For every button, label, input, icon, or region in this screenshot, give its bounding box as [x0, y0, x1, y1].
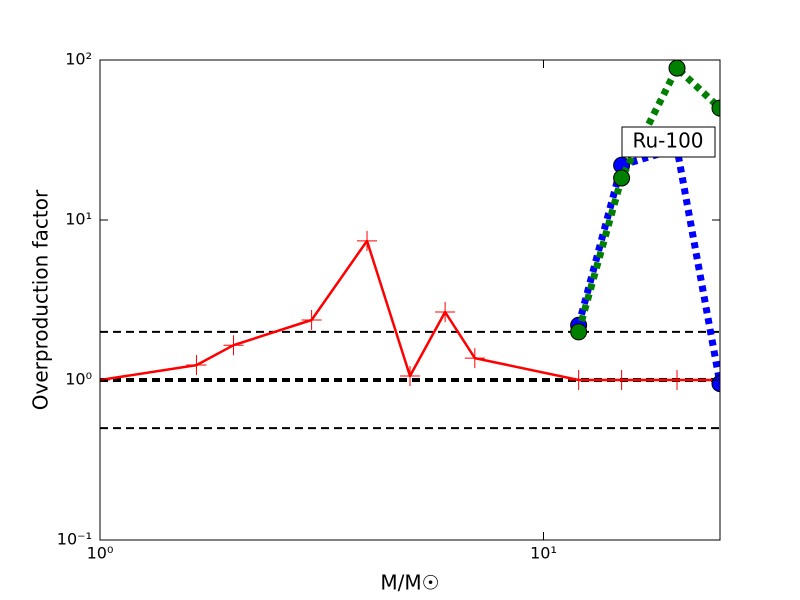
series-line [575, 64, 720, 333]
annotation: Ru-100 [632, 129, 703, 153]
marker [568, 370, 589, 390]
marker [711, 99, 720, 117]
annotation-box [621, 126, 716, 158]
marker [611, 370, 632, 390]
marker [400, 365, 420, 386]
y-tick-label: 10² [65, 50, 92, 69]
y-tick-label: 10¹ [65, 210, 92, 229]
x-axis-label: M/M☉ [380, 571, 439, 595]
x-tick-label: 10⁰ [87, 544, 114, 563]
marker [301, 310, 322, 331]
x-tick-label: 10¹ [530, 544, 557, 563]
annotation-group: Ru-100 [621, 126, 716, 158]
marker [357, 230, 378, 251]
marker [668, 60, 686, 77]
axes-frame [99, 59, 721, 541]
marker [186, 355, 207, 376]
marker [570, 323, 588, 341]
marker [435, 302, 456, 323]
marker [464, 348, 485, 369]
y-tick-label: 10⁻¹ [57, 530, 92, 549]
y-axis-label: Overproduction factor [29, 189, 53, 410]
y-tick-label: 10⁰ [65, 370, 92, 389]
marker [613, 169, 631, 187]
marker [667, 370, 688, 390]
marker [223, 335, 244, 356]
